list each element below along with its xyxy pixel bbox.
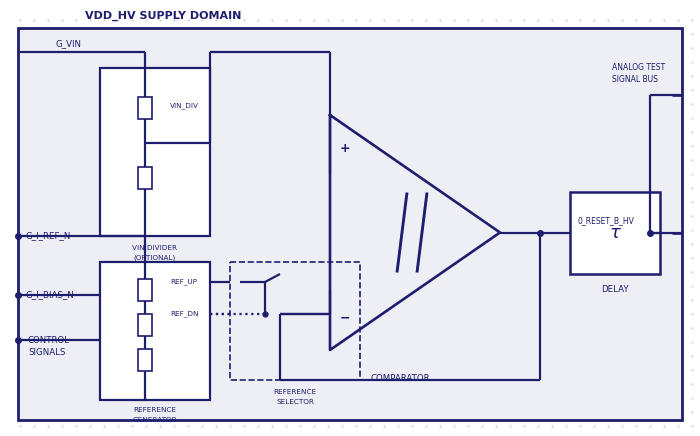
Bar xyxy=(570,192,660,274)
Bar xyxy=(100,68,210,236)
Bar xyxy=(100,262,210,400)
Text: +: + xyxy=(340,142,350,154)
Bar xyxy=(138,97,152,119)
Bar xyxy=(138,349,152,371)
Text: G_I_REF_N: G_I_REF_N xyxy=(25,232,71,241)
Text: τ: τ xyxy=(610,224,620,242)
Text: REFERENCE: REFERENCE xyxy=(134,407,176,413)
Text: (OPTIONAL): (OPTIONAL) xyxy=(134,255,176,261)
Text: DELAY: DELAY xyxy=(601,285,629,293)
Text: GENERATOR: GENERATOR xyxy=(133,417,177,423)
Bar xyxy=(138,279,152,301)
Bar xyxy=(138,167,152,189)
Text: REF_DN: REF_DN xyxy=(170,310,199,317)
Bar xyxy=(230,262,360,380)
Text: G_I_BIAS_N: G_I_BIAS_N xyxy=(25,290,74,300)
Bar xyxy=(138,314,152,336)
Text: VIN_DIV: VIN_DIV xyxy=(170,102,199,109)
Text: −: − xyxy=(340,311,350,324)
Text: 0_RESET_B_HV: 0_RESET_B_HV xyxy=(578,217,635,225)
Text: CONTROL: CONTROL xyxy=(28,335,70,344)
Text: SELECTOR: SELECTOR xyxy=(276,399,314,405)
Text: SIGNALS: SIGNALS xyxy=(28,347,65,357)
Text: G_VIN: G_VIN xyxy=(55,40,81,48)
Bar xyxy=(18,28,682,420)
Text: REFERENCE: REFERENCE xyxy=(274,389,316,395)
Text: VIN DIVIDER: VIN DIVIDER xyxy=(132,245,178,251)
Text: COMPARATOR: COMPARATOR xyxy=(370,374,430,382)
Text: SIGNAL BUS: SIGNAL BUS xyxy=(612,75,658,85)
Text: ANALOG TEST: ANALOG TEST xyxy=(612,64,665,72)
Text: REF_UP: REF_UP xyxy=(170,279,197,286)
Text: VDD_HV SUPPLY DOMAIN: VDD_HV SUPPLY DOMAIN xyxy=(85,11,242,21)
